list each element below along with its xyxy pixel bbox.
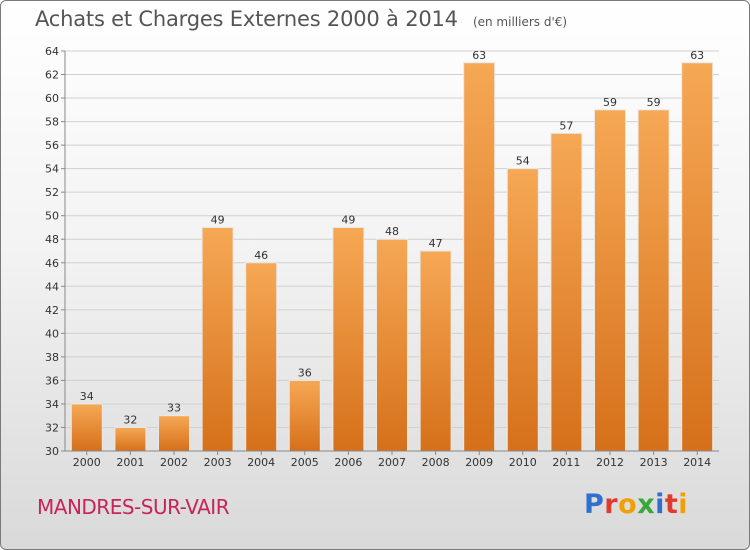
logo-letter: P: [584, 489, 605, 520]
logo-letter: r: [604, 489, 619, 520]
y-tick-label: 58: [45, 116, 59, 129]
data-label: 57: [559, 119, 573, 132]
data-label: 48: [385, 225, 399, 238]
y-tick-label: 42: [45, 304, 59, 317]
y-tick-label: 62: [45, 69, 59, 82]
bar-2009: [463, 62, 496, 452]
bar-2006: [332, 226, 365, 452]
data-label: 54: [516, 155, 530, 168]
proxiti-logo: Proxiti: [584, 489, 688, 520]
y-tick-label: 60: [45, 92, 59, 105]
data-label: 49: [341, 213, 355, 226]
x-tick-label: 2010: [509, 456, 537, 469]
bar-2002: [158, 415, 190, 452]
bar-2008: [419, 250, 452, 452]
y-tick-label: 38: [45, 351, 59, 364]
bar-2003: [201, 226, 234, 452]
data-label: 36: [298, 366, 312, 379]
y-tick-label: 32: [45, 421, 59, 434]
x-tick-label: 2000: [73, 456, 101, 469]
x-tick-label: 2008: [422, 456, 450, 469]
bar-2004: [245, 262, 278, 452]
y-tick-label: 48: [45, 233, 59, 246]
y-tick-label: 46: [45, 257, 59, 270]
data-label: 47: [429, 237, 443, 250]
logo-letter: i: [678, 489, 689, 520]
data-label: 46: [254, 249, 268, 262]
x-tick-label: 2002: [160, 456, 188, 469]
data-label: 63: [472, 49, 486, 62]
bar-2011: [550, 132, 583, 452]
x-tick-label: 2014: [683, 456, 711, 469]
bar-2005: [288, 379, 321, 452]
y-tick-label: 50: [45, 210, 59, 223]
data-label: 32: [123, 413, 137, 426]
x-tick-label: 2001: [116, 456, 144, 469]
data-label: 63: [690, 49, 704, 62]
y-tick-label: 54: [45, 163, 59, 176]
data-label: 59: [603, 96, 617, 109]
logo-letter: x: [637, 489, 656, 520]
chart-title: Achats et Charges Externes 2000 à 2014: [35, 7, 458, 31]
axes: 30 32 34 36 38 40 42 44 46 48 50 52 54 56 58 60 62 64 2000…: [45, 45, 719, 469]
bar-2007: [376, 238, 408, 452]
y-tick-label: 30: [45, 445, 59, 458]
x-tick-label: 2009: [465, 456, 493, 469]
bar-2012: [594, 109, 626, 452]
data-label: 33: [167, 402, 181, 415]
y-tick-label: 36: [45, 374, 59, 387]
x-tick-label: 2007: [378, 456, 406, 469]
x-tick-label: 2012: [596, 456, 624, 469]
bars: 34 32 33 49 46 36 49 48 47 63 54 57 59 59 63: [70, 49, 714, 452]
bar-2014: [681, 62, 714, 452]
x-tick-label: 2003: [204, 456, 232, 469]
chart-title-row: Achats et Charges Externes 2000 à 2014 (…: [35, 7, 567, 31]
data-label: 34: [80, 390, 94, 403]
y-tick-label: 44: [45, 280, 59, 293]
x-tick-label: 2006: [334, 456, 362, 469]
logo-letter: i: [655, 489, 665, 520]
y-tick-label: 64: [45, 45, 59, 58]
logo-letter: t: [664, 489, 679, 520]
x-tick-label: 2005: [291, 456, 319, 469]
bar-2013: [637, 109, 670, 452]
x-tick-label: 2013: [640, 456, 668, 469]
x-tick-label: 2011: [552, 456, 580, 469]
y-tick-label: 56: [45, 139, 59, 152]
logo-letter: o: [618, 489, 638, 520]
y-tick-label: 52: [45, 186, 59, 199]
bar-2001: [114, 426, 147, 452]
bar-2010: [506, 168, 539, 452]
chart-unit: (en milliers d'€): [472, 15, 568, 29]
x-tick-label: 2004: [247, 456, 275, 469]
bar-2000: [70, 403, 103, 452]
y-tick-label: 34: [45, 398, 59, 411]
data-label: 49: [211, 213, 225, 226]
y-tick-label: 40: [45, 327, 59, 340]
data-label: 59: [647, 96, 661, 109]
town-name: MANDRES-SUR-VAIR: [37, 495, 230, 519]
